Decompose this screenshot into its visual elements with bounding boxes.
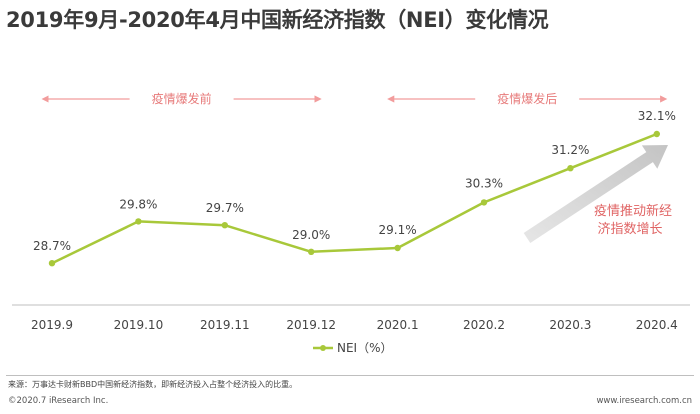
data-label: 29.1% [379, 223, 417, 237]
nei-data-point [480, 199, 488, 206]
nei-series-line [51, 132, 658, 265]
x-tick-label: 2019.9 [31, 318, 73, 332]
legend-label: NEI（%） [337, 341, 393, 355]
x-tick-label: 2020.2 [463, 318, 505, 332]
data-labels: 28.7% 29.8% 29.7% 29.0% 29.1% 30.3% 31.2% 32.1% [33, 109, 676, 253]
data-label: 29.8% [119, 197, 157, 211]
x-tick-label: 2020.3 [549, 318, 591, 332]
annotation-line-1: 疫情推动新经 [594, 203, 672, 219]
x-tick-label: 2019.10 [114, 318, 164, 332]
nei-data-point [221, 222, 228, 229]
copyright: ©2020.7 iResearch Inc. [8, 396, 109, 406]
phase-layer: 疫情爆发前 疫情爆发后 [41, 91, 668, 106]
growth-trend-arrow [523, 145, 668, 243]
legend: NEI（%） [313, 341, 393, 355]
phase-label: 疫情爆发后 [497, 91, 557, 106]
nei-data-point [394, 244, 401, 252]
footer-divider [6, 375, 694, 376]
x-tick-label: 2019.11 [200, 318, 250, 332]
legend-marker [320, 345, 326, 351]
x-tick-labels: 2019.9 2019.10 2019.11 2019.12 2020.1 2020.2 2… [31, 318, 678, 332]
series-layer [48, 130, 660, 267]
nei-data-point [48, 260, 56, 267]
x-tick-label: 2020.4 [636, 318, 678, 332]
x-tick-label: 2019.12 [286, 318, 336, 332]
nei-data-point [653, 130, 660, 138]
nei-line-chart: 疫情爆发前 疫情爆发后 疫情推动新经 济指数增长 2019.9 2019.10 201… [12, 91, 690, 355]
nei-data-point [567, 165, 574, 172]
chart-title: 2019年9月-2020年4月中国新经济指数（NEI）变化情况 [6, 8, 549, 32]
data-label: 28.7% [33, 239, 71, 253]
x-tick-label: 2020.1 [377, 318, 419, 332]
phase-label: 疫情爆发前 [152, 91, 212, 106]
data-label: 30.3% [465, 176, 503, 190]
data-label: 32.1% [638, 109, 676, 123]
nei-data-point [308, 248, 315, 255]
data-label: 29.0% [292, 228, 330, 242]
website-url: www.iresearch.com.cn [596, 396, 692, 406]
nei-data-point [135, 218, 142, 225]
data-label: 29.7% [206, 201, 244, 215]
annotation-line-2: 济指数增长 [597, 222, 662, 237]
data-label: 31.2% [551, 143, 589, 157]
annotation-layer: 疫情推动新经 济指数增长 [523, 145, 672, 243]
source-note: 来源：万事达卡财新BBD中国新经济指数，即新经济投入占整个经济投入的比重。 [8, 380, 298, 389]
